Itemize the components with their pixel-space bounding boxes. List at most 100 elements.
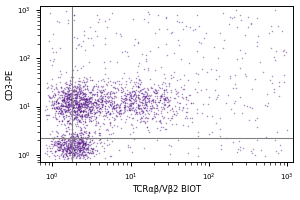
Point xyxy=(76,135,80,138)
Point xyxy=(65,129,70,132)
Point xyxy=(140,88,145,91)
Point xyxy=(131,137,136,140)
Point xyxy=(128,94,133,97)
Point xyxy=(82,103,86,106)
Point xyxy=(67,148,72,151)
Point xyxy=(72,144,77,147)
Point xyxy=(77,125,82,129)
Point xyxy=(160,83,164,86)
Point xyxy=(64,141,68,144)
Point xyxy=(68,116,73,120)
Point xyxy=(85,138,90,141)
Point xyxy=(102,66,107,70)
Point xyxy=(81,156,86,159)
Point xyxy=(69,112,74,115)
Point xyxy=(69,147,74,150)
Point xyxy=(152,88,157,92)
Point xyxy=(195,155,200,158)
Point xyxy=(145,126,149,129)
Point xyxy=(75,152,80,155)
Point xyxy=(145,69,150,72)
Point xyxy=(77,115,82,118)
Point xyxy=(70,113,75,116)
Point xyxy=(59,105,64,108)
Point xyxy=(172,113,177,116)
Point xyxy=(78,99,82,102)
Point xyxy=(87,131,92,134)
Point xyxy=(70,109,74,113)
Point xyxy=(159,65,164,68)
Point xyxy=(98,89,103,92)
Point xyxy=(74,106,78,109)
Point xyxy=(147,93,152,96)
Point xyxy=(174,89,178,93)
Point xyxy=(82,95,87,98)
Point xyxy=(63,100,68,103)
Point xyxy=(79,114,84,117)
Point xyxy=(61,133,66,136)
Point xyxy=(59,90,64,93)
Point xyxy=(54,106,58,109)
Point xyxy=(226,23,231,26)
Point xyxy=(60,92,65,95)
Point xyxy=(61,101,65,104)
Point xyxy=(108,111,112,115)
Point xyxy=(102,156,107,160)
Point xyxy=(71,140,76,143)
Point xyxy=(143,53,148,56)
Point xyxy=(143,102,148,106)
Point xyxy=(112,86,117,90)
Point xyxy=(226,93,231,96)
Point xyxy=(76,141,80,144)
Point xyxy=(87,140,92,144)
Point xyxy=(158,120,163,124)
Point xyxy=(65,125,70,129)
Point xyxy=(74,98,78,101)
Point xyxy=(129,96,134,99)
Point xyxy=(278,143,282,146)
Point xyxy=(98,140,103,144)
Point xyxy=(65,103,70,106)
Point xyxy=(144,103,148,106)
Point xyxy=(63,101,68,104)
Point xyxy=(173,113,178,116)
Point xyxy=(231,112,236,115)
Point xyxy=(165,96,170,99)
Point xyxy=(272,91,277,94)
Point xyxy=(110,102,115,106)
Point xyxy=(118,110,123,113)
Point xyxy=(128,108,132,111)
Point xyxy=(169,77,174,80)
Point xyxy=(83,147,88,150)
Point xyxy=(62,97,67,100)
Point xyxy=(204,87,209,90)
Point xyxy=(70,90,75,93)
Point xyxy=(98,100,103,103)
Point xyxy=(76,143,81,146)
Point xyxy=(77,97,82,100)
Point xyxy=(213,68,218,71)
Point xyxy=(238,18,243,21)
Point xyxy=(77,106,82,109)
Point xyxy=(74,138,79,141)
Point xyxy=(173,105,178,108)
Point xyxy=(66,125,70,128)
Point xyxy=(77,120,82,123)
Point xyxy=(235,150,239,153)
Point xyxy=(83,117,88,120)
Point xyxy=(68,146,72,150)
Point xyxy=(55,130,59,133)
Point xyxy=(143,96,148,99)
Point xyxy=(74,93,79,96)
Point xyxy=(68,137,73,140)
Point xyxy=(130,94,135,97)
Point xyxy=(74,134,79,138)
Point xyxy=(159,101,164,104)
Point xyxy=(80,137,84,141)
Point xyxy=(59,87,64,90)
Point xyxy=(57,90,62,93)
Point xyxy=(98,106,103,110)
Point xyxy=(80,94,85,97)
Point xyxy=(77,83,82,86)
Point xyxy=(78,109,82,113)
